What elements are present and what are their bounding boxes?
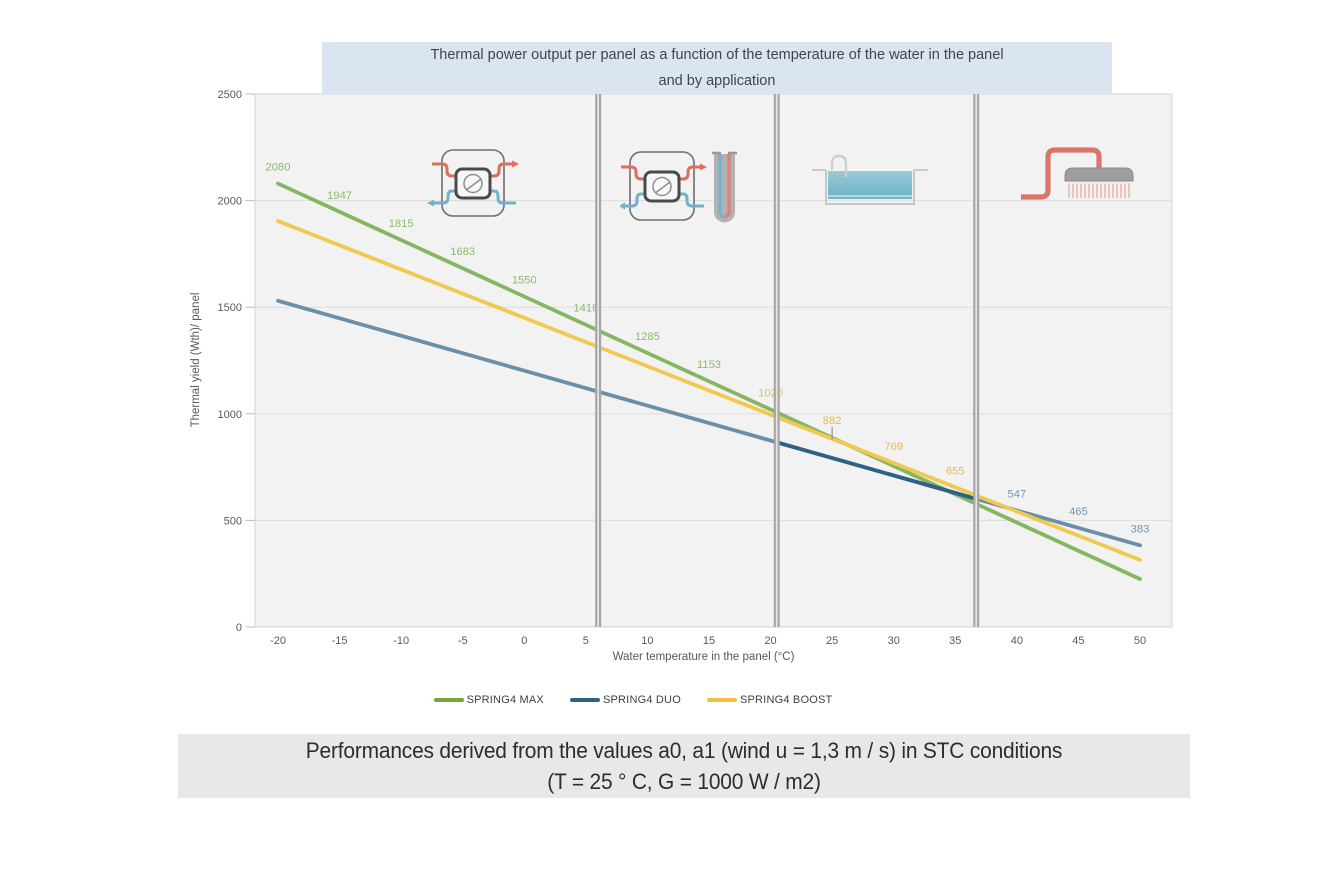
x-tick-label: 0 [521,635,527,647]
shower-icon [1021,147,1134,200]
x-tick-label: 10 [641,635,653,647]
legend-swatch [569,698,600,702]
series-line-spring4-max [276,181,1142,581]
y-tick-label: 0 [236,622,242,634]
borehole-loop-icon [712,151,737,223]
y-tick-label: 500 [224,515,242,527]
x-tick-label: 5 [583,635,589,647]
point-label: 1550 [512,275,537,287]
point-label: 655 [946,465,965,477]
x-tick-label: -20 [270,635,286,647]
x-tick-label: 15 [703,635,715,647]
region-divider [598,93,602,627]
chart-title-line2: and by application [658,73,776,89]
region-divider [977,93,980,627]
region-divider-core [975,93,978,627]
legend-swatch [706,698,737,702]
x-tick-label: -15 [332,635,348,647]
y-tick-label: 2000 [218,196,242,208]
x-tick-label: 35 [949,635,961,647]
y-tick-label: 1000 [218,409,242,421]
pool-inlet-pipe-icon [830,154,848,177]
x-tick-label: 25 [826,635,838,647]
point-label: 547 [1008,488,1027,500]
x-axis-title: Water temperature in the panel (°C) [612,651,795,663]
fan-icon [652,176,672,197]
point-label: 2080 [266,162,291,174]
caption: Performances derived from the values a0,… [178,734,1190,798]
y-tick-label: 2500 [218,89,242,101]
point-label: 1285 [635,331,660,343]
x-tick-label: -10 [393,635,409,647]
x-tick-label: 50 [1134,635,1146,647]
legend-item: SPRING4 DUO [569,694,681,706]
legend-label: SPRING4 BOOST [739,694,833,706]
legend-swatch [433,698,464,702]
point-label: 1153 [697,359,721,371]
x-tick-label: 30 [888,635,900,647]
x-tick-label: 40 [1011,635,1023,647]
legend: SPRING4 MAX SPRING4 DUO SPRING4 BOOST [0,694,1300,706]
point-label: 1815 [389,218,414,230]
x-tick-label: 20 [764,635,776,647]
series-line-spring4-boost [276,219,1142,562]
point-label: 1418 [573,303,598,315]
plot-background [254,93,1173,628]
legend-label: SPRING4 DUO [602,694,681,706]
region-divider-core [597,93,599,627]
caption-line1: Performances derived from the values a0,… [305,738,1063,763]
shower-streams [1068,183,1130,198]
chart-title-line1: Thermal power output per panel as a func… [430,47,1004,63]
x-tick-label: -5 [458,635,468,647]
series-line-highlight [776,440,977,501]
y-axis-title: Thermal yield (Wth)/ panel [190,292,202,428]
legend-item: SPRING4 MAX [433,694,544,706]
region-divider [773,93,776,627]
point-label: 383 [1131,523,1150,535]
hot-water-pipe-icon [1021,147,1102,200]
point-label: 1947 [327,190,352,202]
swimming-pool-icon [812,154,928,205]
legend-item: SPRING4 BOOST [706,694,833,706]
caption-line2: (T = 25 ° C, G = 1000 W / m2) [547,769,821,794]
x-tick-label: 45 [1072,635,1084,647]
legend-label: SPRING4 MAX [466,694,544,706]
fan-icon [463,173,483,194]
heat-pump-borehole-icon [620,151,737,223]
region-divider [595,93,598,627]
point-label: 769 [884,441,903,453]
y-tick-label: 1500 [218,302,242,314]
point-label: 465 [1069,506,1088,518]
chart-title: Thermal power output per panel as a func… [322,42,1112,94]
point-label: 882 [823,415,842,427]
region-divider-core [775,93,778,627]
point-label: 1683 [450,246,475,258]
region-divider [777,93,780,627]
heat-pump-icon [427,149,519,217]
shower-head-icon [1064,167,1134,182]
region-divider [973,93,976,627]
pool-water [828,171,912,199]
